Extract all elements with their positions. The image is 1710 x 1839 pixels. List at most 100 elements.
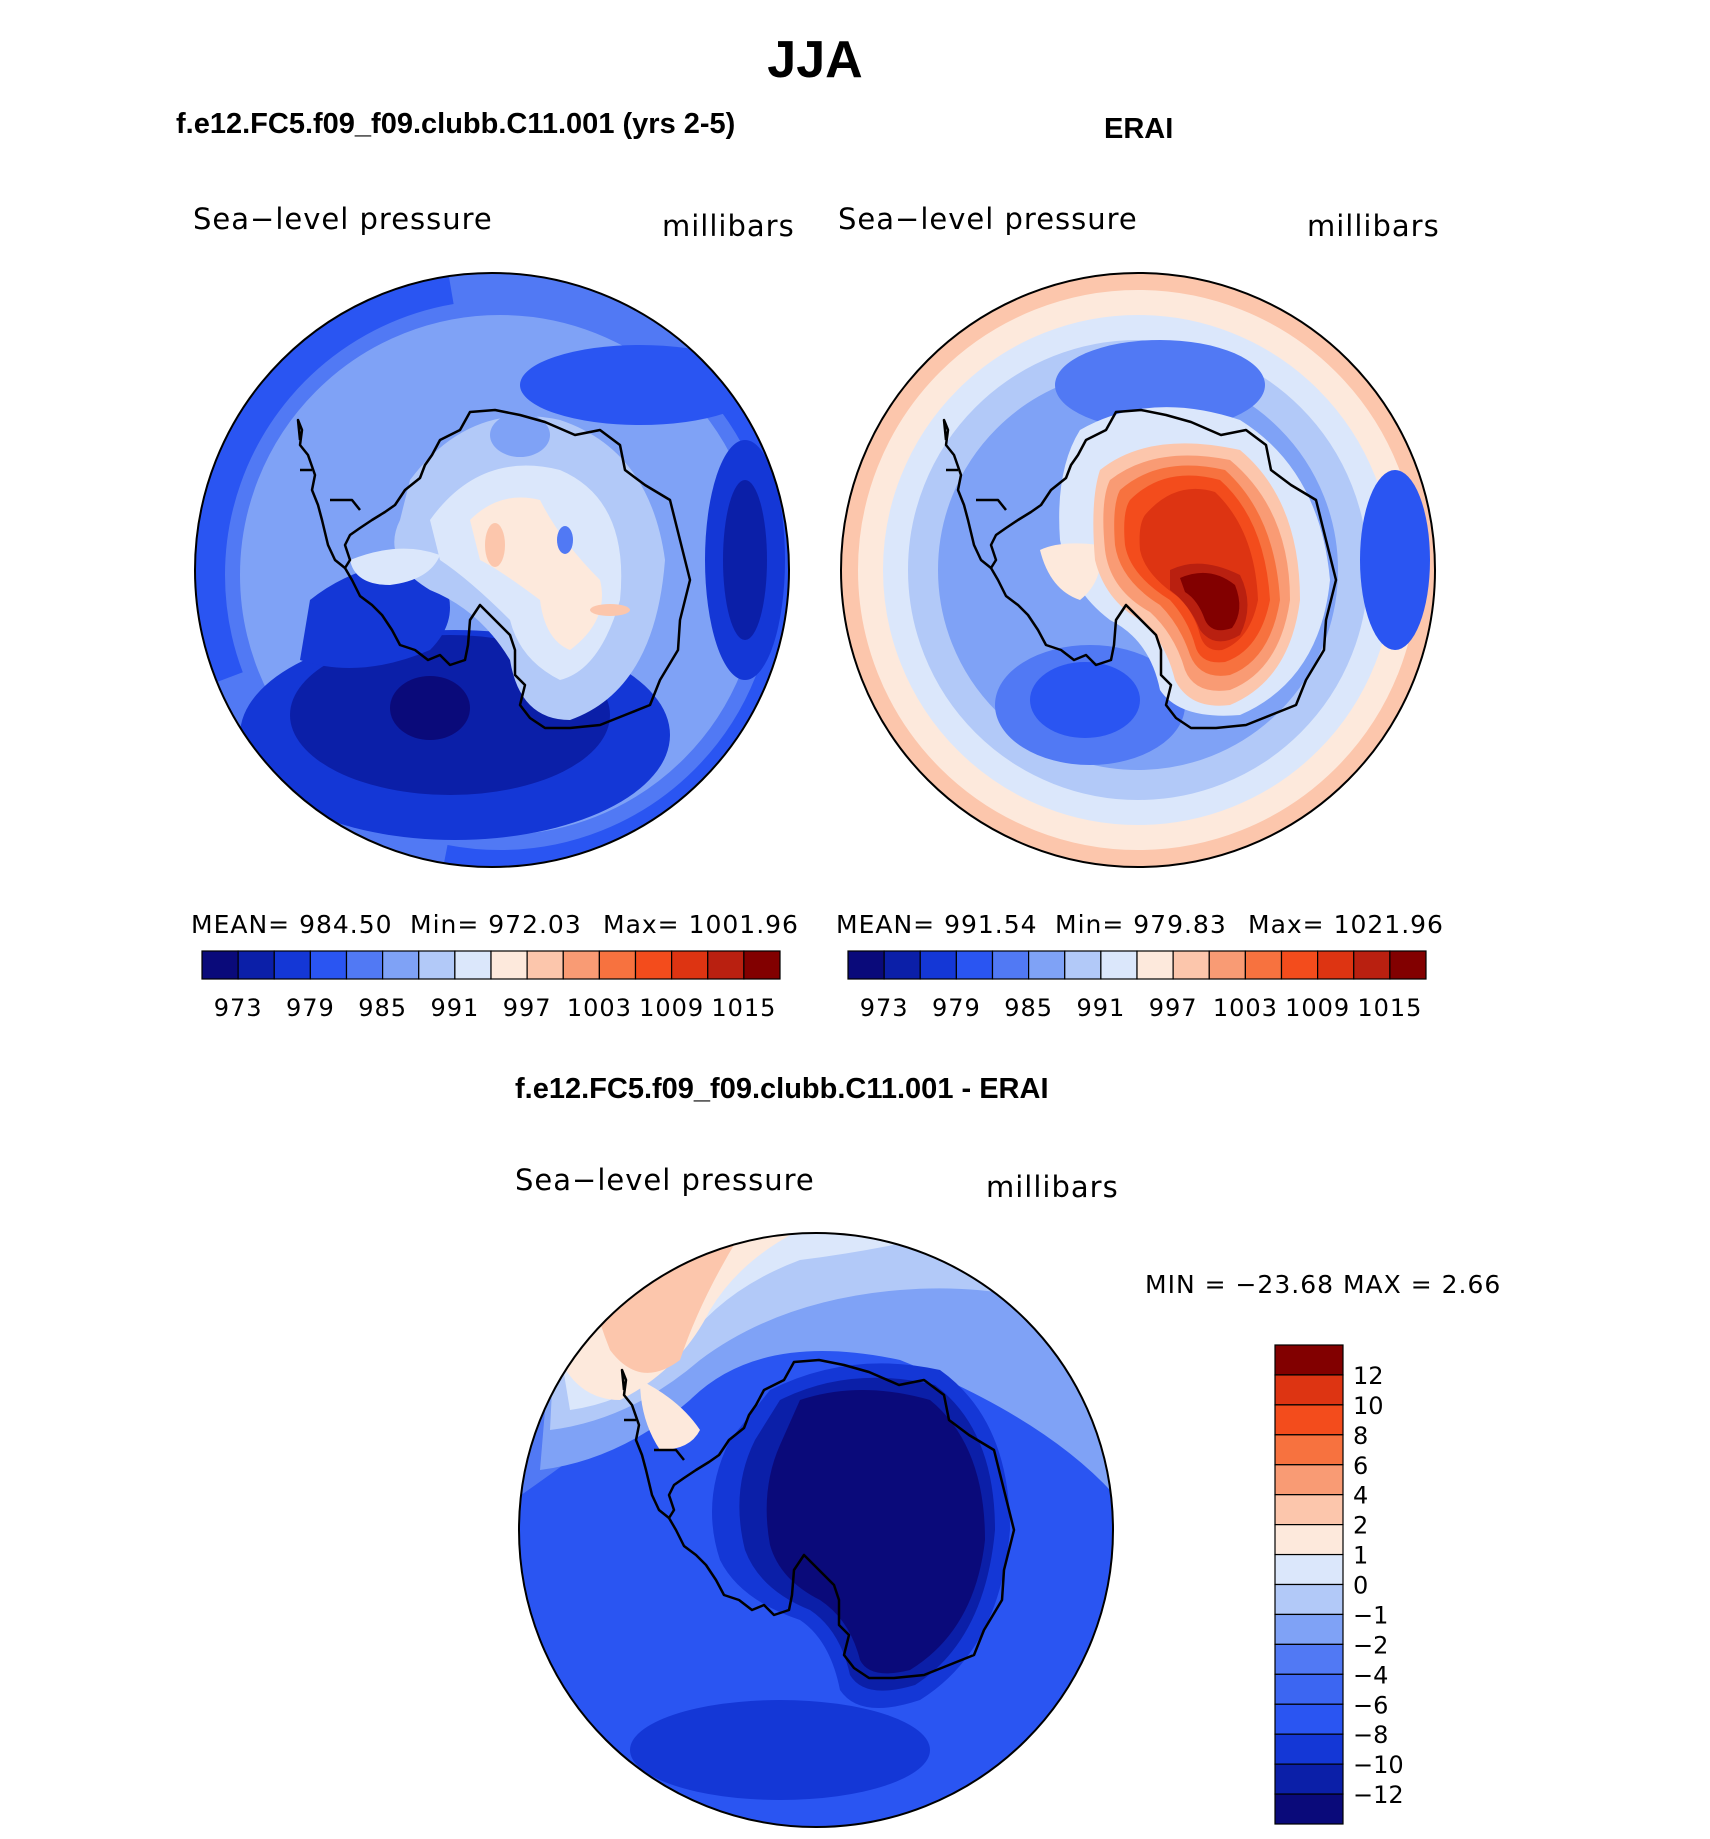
obs-colorbar-box [1100,950,1138,980]
model-colorbar-tick-label: 991 [430,994,479,1022]
obs-units-label: millibars [1307,209,1440,243]
diff-panel-title: f.e12.FC5.f09_f09.clubb.C11.001 - ERAI [515,1073,1049,1105]
obs-colorbar-tick-label: 973 [860,994,909,1022]
obs-colorbar-box [1136,950,1174,980]
model-colorbar-box [418,950,456,980]
diff-colorbar-box [1274,1524,1344,1556]
obs-colorbar-box [883,950,921,980]
obs-colorbar-box [1064,950,1102,980]
model-colorbar-box [671,950,709,980]
obs-colorbar-box [1244,950,1283,980]
diff-colorbar-tick-label: 4 [1353,1482,1368,1510]
model-mean-text: MEAN= 984.50 [191,910,393,939]
diff-colorbar-tick-label: −12 [1353,1781,1404,1809]
model-colorbar-tick-label: 997 [503,994,552,1022]
model-colorbar-tick-label: 979 [286,994,335,1022]
diff-colorbar-box [1274,1404,1344,1436]
model-variable-label: Sea−level pressure [193,202,493,236]
obs-colorbar-box [847,950,885,980]
obs-colorbar-tick-label: 979 [932,994,981,1022]
model-max-text: Max= 1001.96 [603,910,799,939]
model-colorbar-box [454,950,492,980]
obs-colorbar: 973 979 985 991 997 1003 1009 1015 [847,950,1427,1022]
obs-colorbar-box [1389,950,1427,980]
model-colorbar-box [562,950,600,980]
diff-colorbar-box [1274,1434,1344,1466]
obs-colorbar-box [1317,950,1355,980]
diff-colorbar-box [1274,1464,1344,1496]
obs-min-text: Min= 979.83 [1055,910,1227,939]
model-colorbar-box [273,950,311,980]
obs-colorbar-tick-label: 997 [1149,994,1198,1022]
model-colorbar-box [707,950,745,980]
model-colorbar-box [345,950,384,980]
obs-colorbar-tick-label: 1009 [1285,994,1350,1022]
model-colorbar-box [382,950,420,980]
main-title: JJA [767,31,863,89]
diff-colorbar-box [1274,1613,1344,1645]
diff-colorbar-tick-label: 2 [1353,1512,1368,1540]
obs-colorbar-box [1353,950,1391,980]
model-panel-title: f.e12.FC5.f09_f09.clubb.C11.001 (yrs 2-5… [176,108,736,140]
diff-colorbar-box [1274,1643,1344,1675]
model-colorbar: 973 979 985 991 997 1003 1009 1015 [201,950,781,1022]
obs-colorbar-box [991,950,1030,980]
model-map [194,272,790,868]
obs-max-text: Max= 1021.96 [1248,910,1444,939]
diff-minmax-text: MIN = −23.68 MAX = 2.66 [1145,1270,1502,1299]
diff-colorbar-box [1274,1733,1344,1765]
obs-colorbar-tick-label: 991 [1076,994,1125,1022]
model-colorbar-tick-label: 985 [358,994,407,1022]
diff-variable-label: Sea−level pressure [515,1163,815,1197]
diff-colorbar-tick-label: −2 [1353,1631,1388,1659]
obs-colorbar-tick-label: 1003 [1213,994,1278,1022]
diff-colorbar-tick-label: −10 [1353,1751,1404,1779]
obs-colorbar-tick-label: 985 [1004,994,1053,1022]
diff-colorbar-box [1274,1763,1344,1795]
model-colorbar-box [526,950,564,980]
diff-colorbar-tick-label: 12 [1353,1362,1384,1390]
model-units-label: millibars [662,209,795,243]
model-min-text: Min= 972.03 [410,910,582,939]
obs-colorbar-box [1280,950,1319,980]
model-colorbar-box [743,950,781,980]
obs-mean-text: MEAN= 991.54 [836,910,1038,939]
model-colorbar-tick-label: 1015 [711,994,776,1022]
diff-colorbar-tick-label: −6 [1353,1691,1388,1719]
diff-colorbar-tick-label: −4 [1353,1661,1388,1689]
diff-colorbar-tick-label: 0 [1353,1572,1368,1600]
diff-colorbar-box [1274,1374,1344,1406]
model-colorbar-box [201,950,239,980]
model-colorbar-box [634,950,673,980]
diff-colorbar-tick-label: −8 [1353,1721,1388,1749]
model-colorbar-tick-label: 1003 [567,994,632,1022]
model-colorbar-tick-label: 1009 [639,994,704,1022]
diff-colorbar-tick-label: 6 [1353,1452,1368,1480]
model-colorbar-box [598,950,637,980]
diff-colorbar-box [1274,1703,1344,1735]
diff-colorbar-tick-label: 10 [1353,1392,1384,1420]
obs-panel-title: ERAI [1104,113,1174,145]
diff-map [518,1232,1114,1828]
obs-map [840,272,1436,868]
obs-colorbar-box [1208,950,1246,980]
diff-units-label: millibars [986,1170,1119,1204]
diff-colorbar-tick-label: 8 [1353,1422,1368,1450]
obs-colorbar-box [1028,950,1066,980]
diff-colorbar-box [1274,1344,1344,1376]
diff-colorbar-tick-label: 1 [1353,1542,1368,1570]
diff-colorbar-box [1274,1553,1344,1586]
diff-colorbar-box [1274,1673,1344,1705]
diff-colorbar-box [1274,1494,1344,1526]
diff-colorbar-box [1274,1583,1344,1616]
model-colorbar-box [237,950,275,980]
obs-variable-label: Sea−level pressure [838,202,1138,236]
obs-colorbar-box [919,950,957,980]
obs-colorbar-box [1172,950,1210,980]
diff-colorbar-tick-label: −1 [1353,1601,1388,1629]
diff-colorbar-box [1274,1793,1344,1825]
model-colorbar-tick-label: 973 [214,994,263,1022]
obs-colorbar-tick-label: 1015 [1357,994,1422,1022]
